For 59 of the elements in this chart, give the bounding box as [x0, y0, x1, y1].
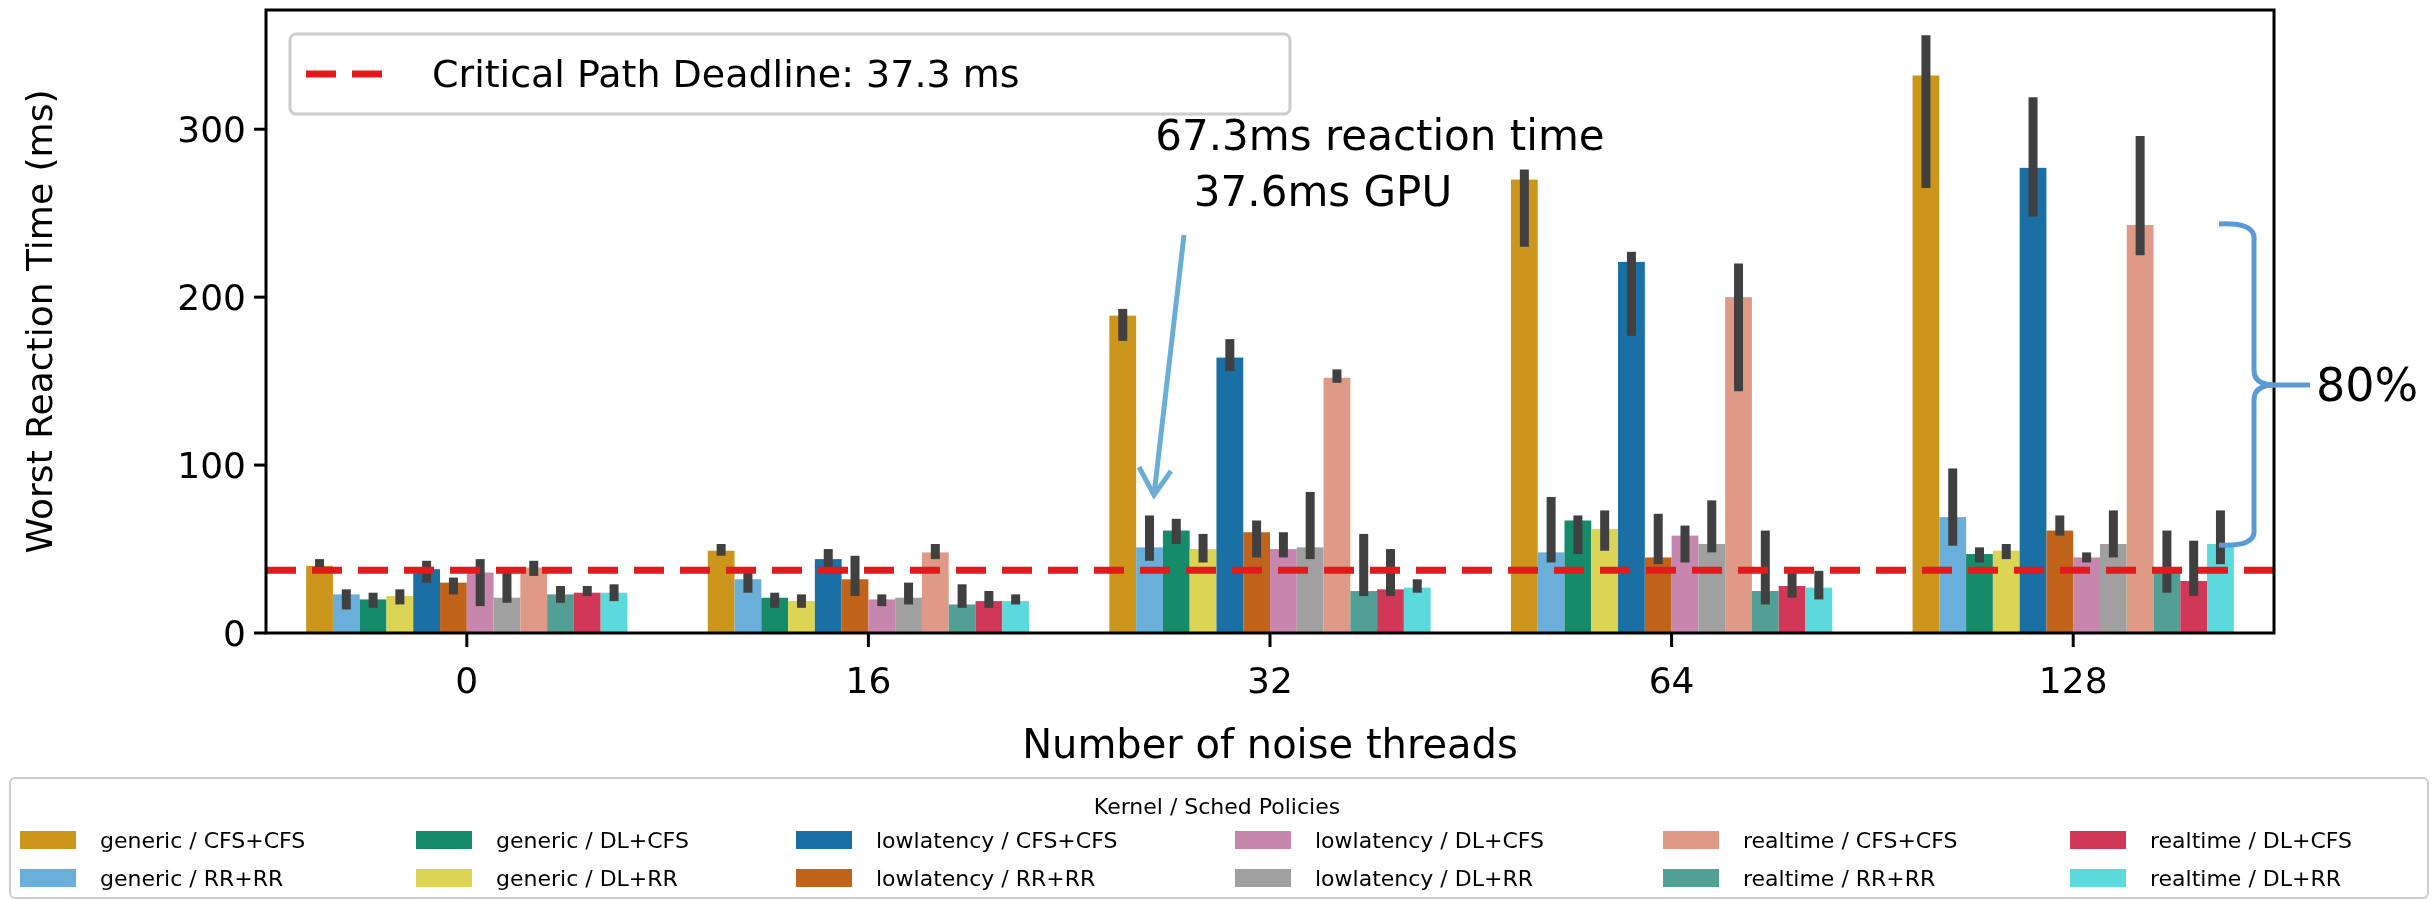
bar	[1270, 549, 1297, 633]
legend-label: realtime / DL+RR	[2150, 865, 2341, 891]
bar	[895, 597, 922, 633]
bar	[573, 592, 601, 633]
legend-label: generic / DL+RR	[496, 865, 678, 891]
bar	[1537, 552, 1565, 633]
bar	[868, 599, 896, 633]
legend-label: Critical Path Deadline: 37.3 ms	[432, 52, 1020, 96]
y-tick-label: 300	[177, 108, 246, 150]
legend-title: Kernel / Sched Policies	[1093, 793, 1341, 819]
bar	[386, 596, 414, 633]
bar	[1216, 357, 1244, 633]
bar	[1403, 587, 1431, 633]
x-tick-label: 16	[845, 660, 892, 701]
bar	[2019, 167, 2047, 633]
bar	[440, 582, 467, 633]
y-tick-label: 100	[177, 444, 246, 486]
bar	[1296, 547, 1324, 633]
y-tick-label: 0	[223, 612, 246, 654]
bar	[788, 601, 815, 633]
x-tick-label: 128	[2038, 660, 2108, 701]
bar	[306, 565, 333, 633]
bar	[1162, 530, 1190, 633]
bar	[1002, 601, 1030, 633]
legend-label: realtime / RR+RR	[1743, 865, 1936, 891]
bar	[547, 594, 574, 633]
bar	[975, 601, 1003, 633]
legend-label: lowlatency / RR+RR	[876, 865, 1096, 891]
bar	[707, 550, 735, 633]
bar	[921, 552, 949, 633]
y-axis-title: Worst Reaction Time (ms)	[19, 89, 60, 554]
bar	[1377, 589, 1404, 633]
legend-label: generic / DL+CFS	[496, 827, 689, 853]
legend-label: generic / CFS+CFS	[100, 827, 306, 853]
bar	[1618, 261, 1645, 633]
y-tick-label: 200	[177, 276, 246, 318]
text: 80%	[2316, 358, 2419, 412]
legend-label: lowlatency / DL+CFS	[1315, 827, 1545, 853]
legend-label: lowlatency / DL+RR	[1315, 865, 1533, 891]
bar	[2126, 224, 2154, 633]
bar	[1109, 315, 1137, 633]
bar	[1510, 179, 1538, 633]
annotation: 67.3ms reaction time 37.6ms GPU	[1155, 111, 1605, 216]
legend-label: realtime / CFS+CFS	[1743, 827, 1958, 853]
x-axis-title: Number of noise threads	[1022, 721, 1518, 767]
x-tick-label: 32	[1247, 660, 1293, 701]
bar	[520, 567, 548, 633]
x-tick-label: 0	[455, 660, 479, 701]
bar	[1805, 587, 1833, 633]
bar	[1350, 591, 1378, 633]
x-tick-label: 64	[1648, 660, 1695, 701]
bar	[2073, 557, 2100, 633]
legend-label: lowlatency / CFS+CFS	[876, 827, 1118, 853]
bar	[1992, 550, 2020, 633]
legend-label: generic / RR+RR	[100, 865, 284, 891]
bar	[2046, 530, 2074, 633]
legend-label: realtime / DL+CFS	[2150, 827, 2353, 853]
bar	[1323, 377, 1351, 633]
bar	[948, 604, 976, 633]
